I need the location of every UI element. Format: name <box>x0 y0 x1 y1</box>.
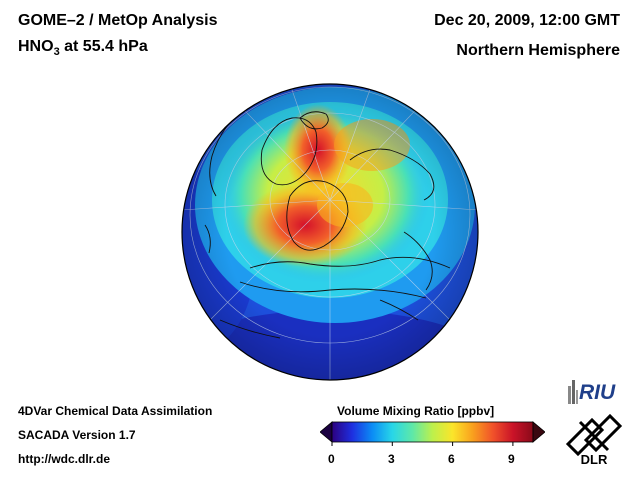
colorbar-tick-3: 3 <box>388 452 395 466</box>
colorbar-tick-9: 9 <box>508 452 515 466</box>
riu-logo-text: RIU <box>579 381 616 404</box>
title-region: Northern Hemisphere <box>456 42 620 59</box>
species-base: HNO <box>18 38 54 55</box>
footer-version: SACADA Version 1.7 <box>18 428 136 442</box>
globe-outline <box>181 83 479 381</box>
dlr-logo: DLR <box>565 413 623 467</box>
title-species: HNO3 at 55.4 hPa <box>18 38 148 58</box>
footer-url: http://wdc.dlr.de <box>18 452 110 466</box>
dlr-logo-mark <box>565 413 623 457</box>
title-instrument: GOME–2 / MetOp Analysis <box>18 12 218 29</box>
title-datetime: Dec 20, 2009, 12:00 GMT <box>434 12 620 29</box>
colorbar-right-arrow <box>532 421 545 443</box>
dlr-logo-text: DLR <box>581 452 608 467</box>
colorbar-title: Volume Mixing Ratio [ppbv] <box>337 404 495 418</box>
species-subscript: 3 <box>53 46 60 59</box>
colorbar-tick-0: 0 <box>328 452 335 466</box>
species-level: at 55.4 hPa <box>59 38 148 55</box>
colorbar-tick-6: 6 <box>448 452 455 466</box>
colorbar-left-arrow <box>320 421 333 443</box>
footer-method: 4DVar Chemical Data Assimilation <box>18 404 213 418</box>
colorbar <box>320 421 545 446</box>
riu-logo: RIU <box>568 380 616 404</box>
colorbar-tick-marks <box>331 442 514 446</box>
colorbar-gradient <box>331 421 534 443</box>
